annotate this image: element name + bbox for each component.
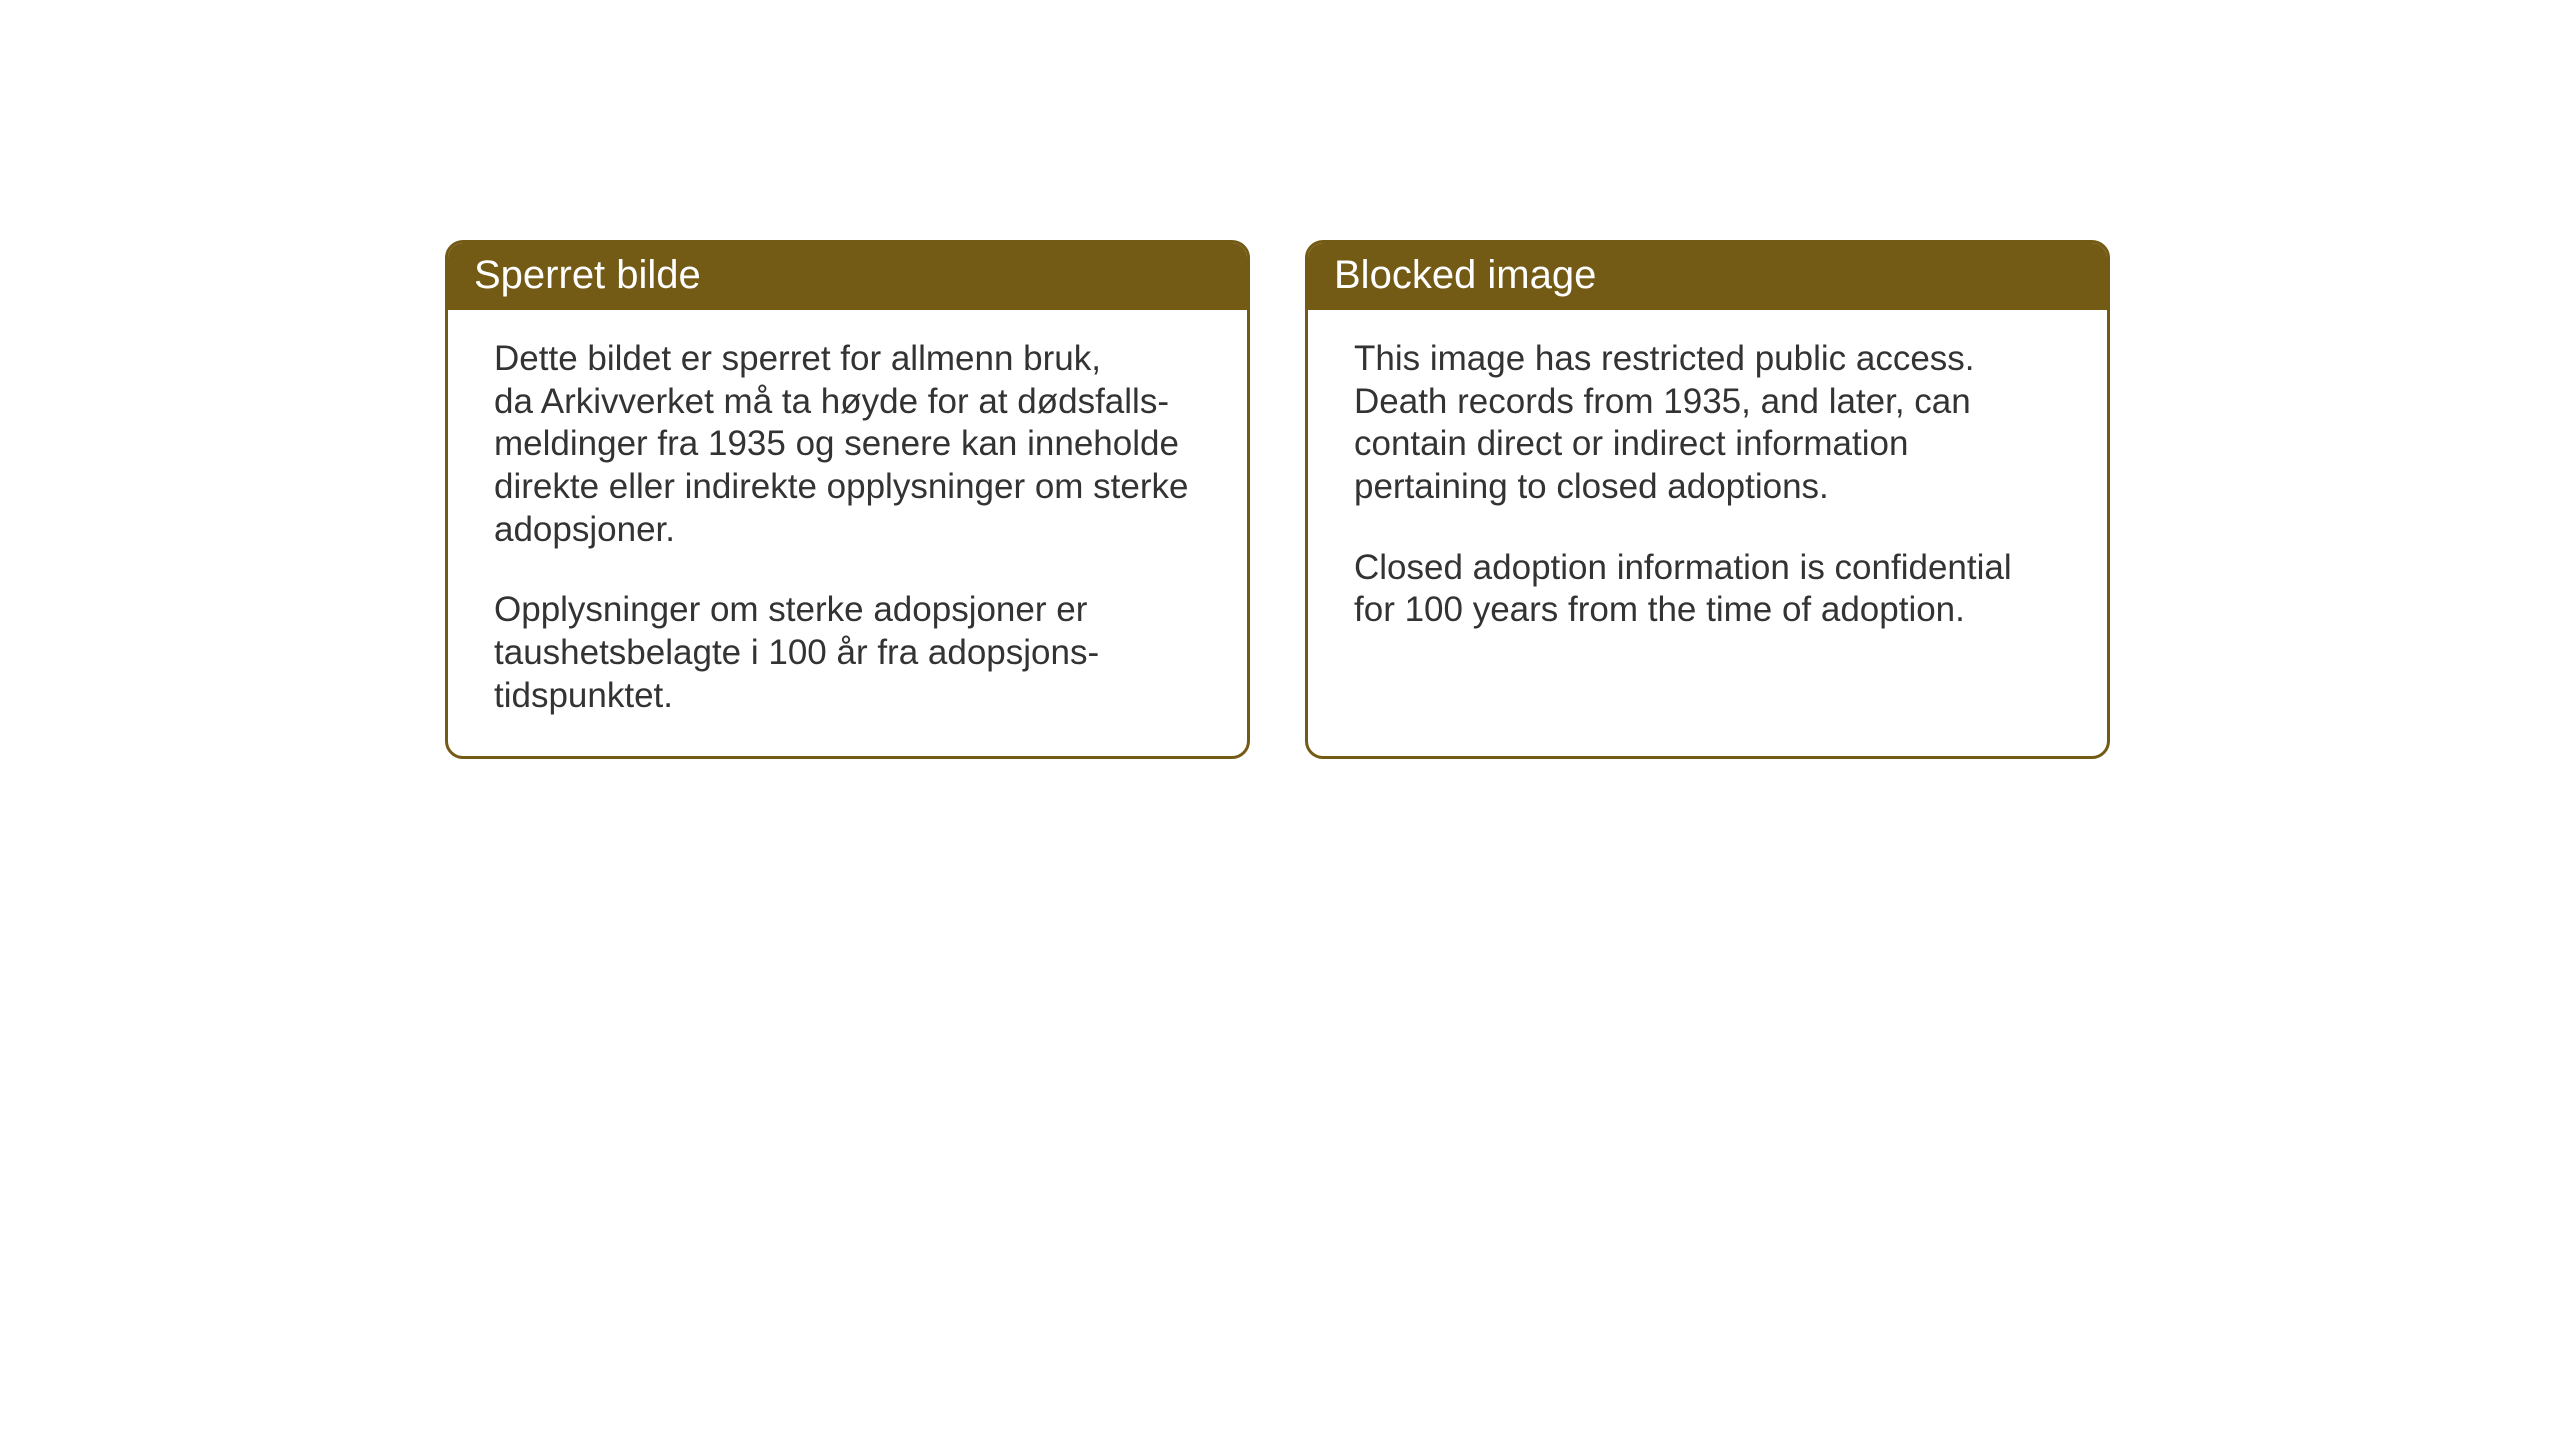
- text-line: Dette bildet er sperret for allmenn bruk…: [494, 338, 1207, 381]
- text-line: Closed adoption information is confident…: [1354, 547, 2067, 590]
- norwegian-paragraph-2: Opplysninger om sterke adopsjoner er tau…: [494, 589, 1207, 717]
- text-line: tidspunktet.: [494, 675, 1207, 718]
- text-line: direkte eller indirekte opplysninger om …: [494, 466, 1207, 509]
- text-line: taushetsbelagte i 100 år fra adopsjons-: [494, 632, 1207, 675]
- text-line: for 100 years from the time of adoption.: [1354, 589, 2067, 632]
- cards-container: Sperret bilde Dette bildet er sperret fo…: [445, 240, 2110, 759]
- text-line: pertaining to closed adoptions.: [1354, 466, 2067, 509]
- text-line: Death records from 1935, and later, can: [1354, 381, 2067, 424]
- text-line: da Arkivverket må ta høyde for at dødsfa…: [494, 381, 1207, 424]
- text-line: meldinger fra 1935 og senere kan innehol…: [494, 423, 1207, 466]
- text-line: This image has restricted public access.: [1354, 338, 2067, 381]
- text-line: adopsjoner.: [494, 509, 1207, 552]
- text-line: contain direct or indirect information: [1354, 423, 2067, 466]
- english-paragraph-2: Closed adoption information is confident…: [1354, 547, 2067, 632]
- norwegian-paragraph-1: Dette bildet er sperret for allmenn bruk…: [494, 338, 1207, 551]
- norwegian-card: Sperret bilde Dette bildet er sperret fo…: [445, 240, 1250, 759]
- norwegian-card-title: Sperret bilde: [448, 243, 1247, 310]
- english-paragraph-1: This image has restricted public access.…: [1354, 338, 2067, 509]
- text-line: Opplysninger om sterke adopsjoner er: [494, 589, 1207, 632]
- english-card: Blocked image This image has restricted …: [1305, 240, 2110, 759]
- norwegian-card-body: Dette bildet er sperret for allmenn bruk…: [448, 310, 1247, 756]
- english-card-title: Blocked image: [1308, 243, 2107, 310]
- english-card-body: This image has restricted public access.…: [1308, 310, 2107, 730]
